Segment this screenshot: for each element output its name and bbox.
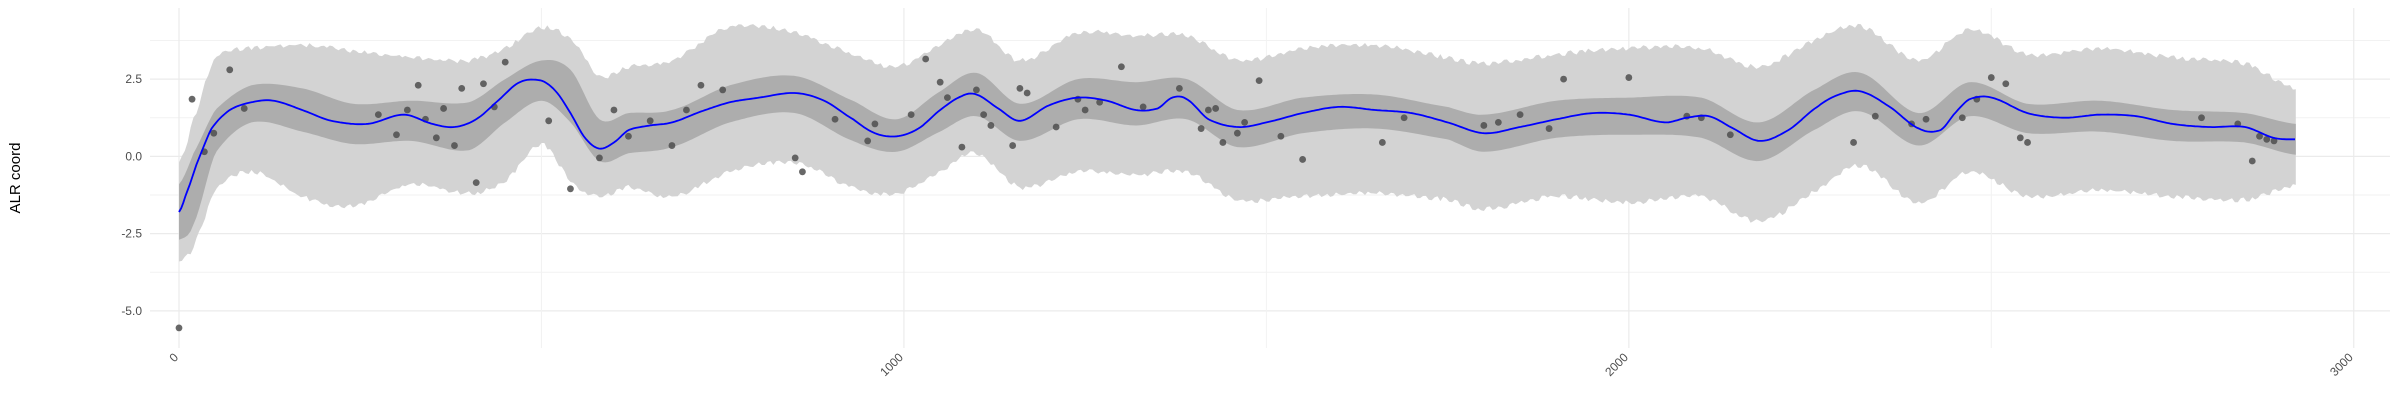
data-point [1958,114,1966,122]
data-point [719,86,727,94]
data-point [1009,142,1017,149]
data-point [2256,132,2263,140]
data-point [936,78,944,86]
data-point [973,86,980,94]
data-point [697,81,705,89]
data-point [1175,84,1183,92]
data-point [1850,139,1857,146]
data-point [907,111,915,119]
data-point [472,179,480,187]
data-point [501,58,509,66]
data-point [1052,123,1060,131]
data-point [2016,134,2024,142]
data-point [646,117,654,125]
data-point [1212,105,1220,112]
data-point [610,106,618,114]
data-point [1241,118,1249,126]
data-point [567,185,574,193]
data-point [1255,77,1263,85]
data-point [210,129,218,137]
data-point [871,120,879,128]
mean-line-group [178,78,2295,213]
data-point [1400,114,1408,122]
data-point [240,105,248,112]
data-point [2263,135,2271,143]
y-tick-label: -2.5 [121,227,142,241]
data-point [440,105,447,112]
inner-band-area [179,60,2296,240]
data-point [1494,118,1502,126]
data-point [432,134,440,142]
data-point [831,115,839,123]
data-point [1625,74,1633,81]
data-point [1871,112,1879,120]
data-point [175,324,183,332]
y-tick-label: -5.0 [121,304,142,318]
data-point [958,143,966,151]
data-point [414,81,422,89]
data-point [1545,125,1553,132]
data-point [451,142,458,149]
data-point [1726,131,1734,139]
data-point [226,66,234,74]
data-point [1233,129,1241,137]
data-point [683,106,690,114]
y-axis-ticks: -5.0 -2.5 0.0 2.5 [121,72,142,318]
data-point [2270,137,2278,145]
y-axis-title: ALR coord [7,143,24,214]
data-point [1204,106,1212,114]
data-point [1516,111,1524,119]
data-point [1219,139,1227,146]
data-point [1480,122,1488,129]
data-point [596,154,603,162]
data-point [980,111,988,119]
data-point [2198,114,2205,122]
mean-line [178,78,2295,213]
data-point [458,84,466,92]
data-point [944,94,951,102]
data-point [1117,63,1125,71]
data-point [480,80,487,88]
inner-credible-band [179,60,2296,240]
data-point [799,168,806,176]
data-point [2024,139,2031,146]
data-point [1560,75,1567,83]
data-point [374,111,382,119]
y-tick-label: 2.5 [125,72,142,86]
data-point [1922,115,1930,123]
data-point [1023,89,1031,97]
data-point [1139,103,1147,111]
data-point [1096,98,1104,106]
data-point [188,95,196,103]
data-point [1081,106,1089,114]
data-point [1016,84,1024,92]
data-point [791,154,799,162]
y-tick-label: 0.0 [125,149,142,163]
data-point [1987,74,1995,81]
data-point [2248,157,2256,165]
data-point [393,131,400,139]
data-point [1378,139,1386,146]
data-point [403,106,411,114]
data-point [668,142,676,149]
data-point [2002,80,2010,88]
data-point [922,55,930,63]
data-point [625,132,632,140]
data-point [545,117,553,125]
data-point [987,122,995,129]
data-point [864,137,872,145]
data-point [1299,156,1307,163]
data-point [1197,125,1205,132]
data-point [1277,132,1285,140]
